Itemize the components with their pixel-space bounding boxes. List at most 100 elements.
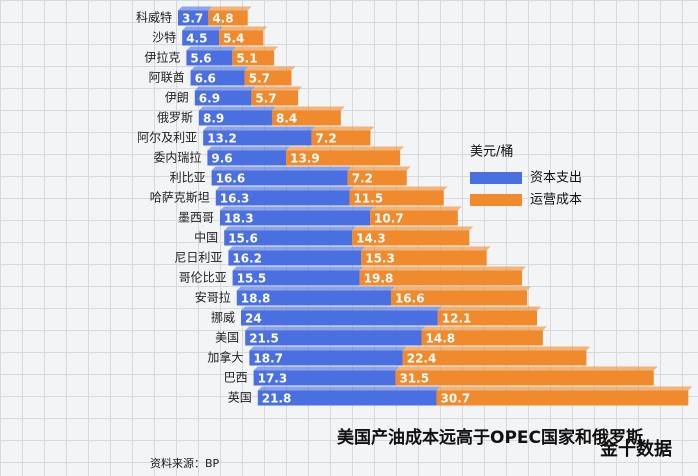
value-label: 22.4	[407, 352, 437, 366]
bar-top	[199, 106, 276, 111]
bar-segment	[395, 370, 654, 386]
value-label: 24	[245, 312, 262, 326]
value-label: 8.4	[276, 112, 297, 126]
value-label: 16.6	[395, 292, 425, 306]
bar-top	[220, 206, 375, 211]
value-label: 7.2	[352, 172, 373, 186]
category-label: 安哥拉	[195, 290, 231, 305]
category-label: 伊拉克	[144, 50, 180, 65]
bar-segment	[228, 250, 362, 266]
category-label: 阿联酋	[149, 70, 185, 85]
bar-segment	[203, 130, 312, 146]
value-label: 9.6	[211, 152, 232, 166]
value-label: 19.8	[364, 272, 394, 286]
watermark: 金十数据	[599, 438, 672, 460]
bar-segment	[236, 290, 391, 306]
value-label: 21.8	[262, 392, 292, 406]
bar-segment	[241, 310, 438, 326]
legend-label: 运营成本	[530, 193, 582, 208]
value-label: 17.3	[258, 372, 288, 386]
bar-top	[421, 326, 547, 331]
bar-segment	[390, 290, 528, 306]
bar-segment	[219, 30, 264, 46]
value-label: 3.7	[182, 12, 203, 26]
value-label: 13.2	[207, 132, 237, 146]
value-label: 15.3	[365, 252, 395, 266]
bar-top	[349, 186, 448, 191]
category-label: 尼日利亚	[174, 251, 222, 265]
value-label: 5.7	[249, 72, 270, 86]
value-label: 11.5	[353, 192, 383, 206]
bar-segment	[186, 50, 233, 66]
bar-segment	[251, 90, 299, 106]
category-label: 美国	[215, 331, 239, 345]
bar-top	[395, 366, 658, 371]
category-label: 哥伦比亚	[179, 270, 227, 285]
value-label: 18.7	[253, 352, 283, 366]
bar-segment	[244, 70, 292, 86]
bar-top	[244, 66, 296, 71]
value-label: 16.3	[220, 192, 250, 206]
bar-segment	[245, 330, 422, 346]
category-label: 墨西哥	[178, 211, 214, 225]
bar-segment	[178, 10, 209, 26]
category-label: 巴西	[224, 371, 248, 385]
bar-top	[436, 386, 693, 391]
category-label: 利比亚	[170, 171, 206, 185]
bar-top	[241, 306, 442, 311]
bar-top	[359, 266, 527, 271]
bar-top	[253, 366, 400, 371]
value-label: 15.6	[228, 232, 258, 246]
bar-top	[251, 86, 303, 91]
bar-top	[194, 86, 256, 91]
value-label: 13.9	[290, 152, 320, 166]
bar-segment	[271, 110, 341, 126]
value-label: 5.1	[236, 52, 257, 66]
bar-top	[224, 226, 357, 231]
bar-segment	[286, 150, 401, 166]
bar-segment	[208, 10, 248, 26]
bar-segment	[361, 250, 487, 266]
bar-top	[347, 166, 411, 171]
bar-top	[245, 326, 426, 331]
value-label: 14.3	[356, 232, 386, 246]
value-label: 4.8	[212, 12, 233, 26]
bar-segment	[224, 230, 353, 246]
value-label: 16.2	[232, 252, 262, 266]
value-label: 4.5	[186, 32, 207, 46]
bar-top	[370, 206, 462, 211]
category-label: 委内瑞拉	[153, 150, 201, 165]
bar-segment	[347, 170, 407, 186]
bar-segment	[211, 170, 348, 186]
bar-segment	[311, 130, 371, 146]
bar-top	[286, 146, 405, 151]
value-label: 15.5	[237, 272, 267, 286]
bar-top	[203, 126, 316, 131]
bar-segment	[249, 350, 403, 366]
value-label: 6.6	[195, 72, 216, 86]
bar-top	[207, 146, 291, 151]
category-label: 加拿大	[207, 350, 243, 365]
value-label: 7.2	[315, 132, 336, 146]
value-label: 30.7	[441, 392, 471, 406]
bar-top	[208, 6, 252, 11]
value-label: 18.8	[241, 292, 271, 306]
bar-top	[211, 166, 352, 171]
category-label: 挪威	[211, 311, 235, 325]
bar-top	[271, 106, 345, 111]
source: 资料来源：BP	[150, 456, 220, 470]
bar-top	[352, 226, 474, 231]
value-label: 18.3	[224, 212, 254, 226]
value-label: 5.4	[223, 32, 244, 46]
bar-top	[249, 346, 407, 351]
bar-top	[178, 6, 213, 11]
bar-top	[228, 246, 366, 251]
bar-segment	[437, 310, 538, 326]
bar-segment	[359, 270, 523, 286]
bar-top	[257, 386, 441, 391]
category-label: 阿尔及利亚	[137, 130, 197, 145]
category-label: 伊朗	[165, 91, 189, 105]
value-label: 8.9	[203, 112, 224, 126]
